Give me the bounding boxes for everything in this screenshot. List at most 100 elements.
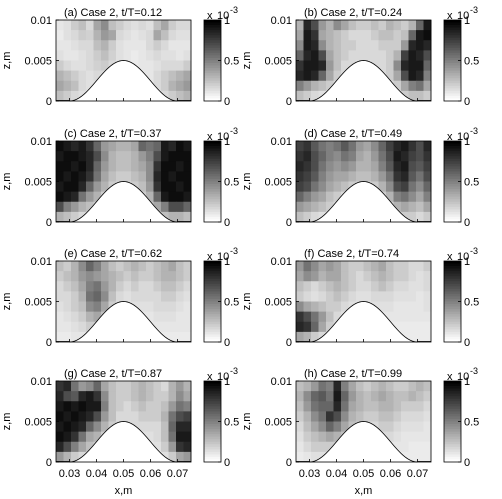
colorbar-step bbox=[444, 88, 461, 92]
colorbar-step bbox=[444, 421, 461, 425]
heatmap-cell bbox=[393, 141, 402, 152]
heatmap-cell bbox=[393, 171, 402, 182]
heatmap-cell bbox=[296, 261, 304, 272]
heatmap-cell bbox=[78, 161, 87, 172]
colorbar-step bbox=[444, 311, 461, 315]
heatmap-cell bbox=[303, 281, 312, 292]
heatmap-cell bbox=[318, 171, 327, 182]
colorbar-step bbox=[444, 324, 461, 328]
heatmap-cell bbox=[296, 141, 304, 152]
colorbar-step bbox=[444, 83, 461, 87]
colorbar-step bbox=[444, 204, 461, 208]
heatmap-cell bbox=[423, 191, 432, 203]
heatmap-cell bbox=[348, 411, 357, 422]
heatmap-cell bbox=[423, 381, 432, 392]
heatmap-cell bbox=[363, 171, 372, 182]
heatmap-cell bbox=[423, 151, 432, 162]
heatmap-cell bbox=[78, 441, 87, 453]
colorbar-step bbox=[444, 431, 461, 435]
heatmap-cell bbox=[131, 271, 139, 282]
heatmap-cell bbox=[168, 90, 177, 102]
colorbar-step bbox=[204, 201, 221, 205]
heatmap-cell bbox=[71, 431, 79, 443]
colorbar-step bbox=[444, 444, 461, 448]
heatmap-cell bbox=[116, 151, 124, 162]
heatmap-cell bbox=[123, 161, 132, 172]
colorbar-step bbox=[204, 436, 221, 440]
heatmap-cell bbox=[348, 161, 357, 172]
heatmap-cell bbox=[116, 381, 124, 392]
heatmap-cell bbox=[423, 201, 432, 213]
heatmap-cell bbox=[311, 401, 319, 412]
colorbar-step bbox=[444, 301, 461, 305]
x-tick-label: 0.05 bbox=[353, 468, 374, 480]
colorbar-step bbox=[444, 143, 461, 147]
heatmap-cell bbox=[378, 141, 387, 152]
heatmap-cell bbox=[408, 191, 417, 203]
heatmap-cell bbox=[101, 291, 109, 302]
colorbar-step bbox=[204, 446, 221, 450]
heatmap-cell bbox=[341, 401, 349, 412]
colorbar-step bbox=[204, 168, 221, 172]
y-tick-label: 0 bbox=[286, 96, 292, 108]
heatmap-cell bbox=[326, 50, 334, 61]
heatmap-cell bbox=[93, 70, 102, 82]
colorbar-step bbox=[444, 201, 461, 205]
heatmap-cell bbox=[318, 70, 327, 82]
colorbar-step bbox=[444, 163, 461, 167]
colorbar-step bbox=[204, 388, 221, 392]
heatmap-cell bbox=[56, 411, 64, 422]
heatmap-cell bbox=[86, 60, 94, 72]
heatmap-cell bbox=[56, 80, 64, 92]
panel-f: 0 0.005 0.01 (f) Case 2, t/T=0.74 z,m 0 0.5 1x 1… bbox=[241, 246, 479, 349]
heatmap-cell bbox=[108, 381, 117, 392]
heatmap-cell bbox=[348, 141, 357, 152]
heatmap-cell bbox=[63, 451, 72, 463]
heatmap-cell bbox=[401, 421, 409, 433]
heatmap-cell bbox=[101, 151, 109, 162]
heatmap-cell bbox=[161, 261, 169, 272]
heatmap-cell bbox=[416, 60, 424, 72]
heatmap-cell bbox=[333, 431, 342, 443]
colorbar-step bbox=[444, 57, 461, 61]
heatmap-cell bbox=[176, 271, 184, 282]
heatmap-cell bbox=[378, 151, 387, 162]
heatmap-cell bbox=[56, 381, 64, 392]
heatmap-cell bbox=[401, 40, 409, 51]
heatmap-cell bbox=[108, 291, 117, 302]
heatmap-cell bbox=[78, 381, 87, 392]
heatmap-cell bbox=[71, 90, 79, 102]
heatmap-cell bbox=[183, 40, 192, 51]
colorbar-step bbox=[204, 283, 221, 287]
heatmap-cell bbox=[416, 441, 424, 453]
heatmap-cell bbox=[311, 281, 319, 292]
colorbar-step bbox=[204, 141, 221, 144]
heatmap-cell bbox=[56, 151, 64, 162]
heatmap-cell bbox=[183, 181, 192, 193]
colorbar-exponent-base: 10 bbox=[217, 10, 229, 22]
heatmap-cell bbox=[371, 50, 379, 61]
heatmap-cell bbox=[131, 261, 139, 272]
heatmap-cell bbox=[303, 401, 312, 412]
heatmap-cell bbox=[101, 421, 109, 433]
y-tick-label: 0 bbox=[286, 457, 292, 469]
colorbar-step bbox=[444, 63, 461, 66]
heatmap-cell bbox=[56, 90, 64, 102]
colorbar-step bbox=[444, 35, 461, 39]
heatmap-cell bbox=[416, 451, 424, 463]
heatmap-cell bbox=[71, 301, 79, 313]
heatmap-cell bbox=[183, 30, 192, 41]
heatmap-cell bbox=[326, 40, 334, 51]
heatmap-cell bbox=[146, 291, 154, 302]
heatmap-cell bbox=[318, 161, 327, 172]
heatmap-cell bbox=[296, 161, 304, 172]
colorbar-step bbox=[444, 219, 461, 223]
colorbar-step bbox=[444, 454, 461, 458]
colorbar-step bbox=[204, 176, 221, 180]
heatmap-cell bbox=[408, 431, 417, 443]
heatmap-cell bbox=[311, 291, 319, 302]
y-axis-label: z,m bbox=[241, 52, 253, 70]
panel-h: 0 0.005 0.01 0.03 0.04 0.05 0.06 0.07 (h) Case 2… bbox=[241, 366, 479, 497]
heatmap-cell bbox=[183, 281, 192, 292]
heatmap-cell bbox=[176, 311, 184, 323]
